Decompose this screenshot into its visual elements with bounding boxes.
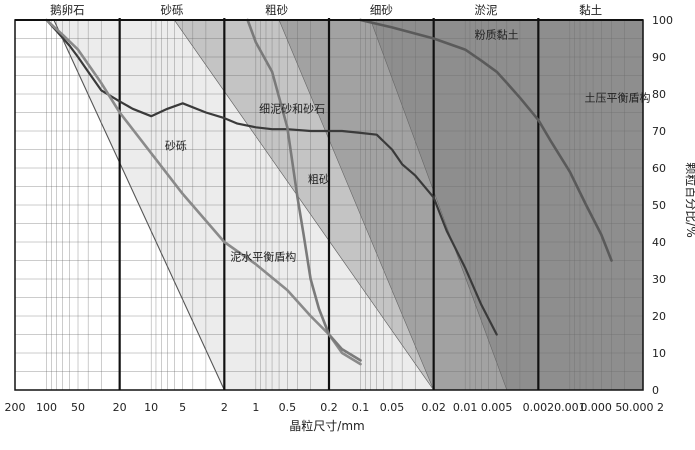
y-tick-label: 40	[652, 236, 666, 249]
x-tick-label: 10	[144, 401, 158, 414]
series-line-4	[359, 18, 613, 262]
category-label: 淤泥	[475, 3, 498, 17]
x-tick-label: 0.01	[453, 401, 478, 414]
x-tick-label: 0.001	[554, 401, 586, 414]
series-line-3	[246, 18, 362, 362]
x-tick-label: 5	[179, 401, 186, 414]
x-tick-label: 0.1	[352, 401, 370, 414]
y-tick-label: 50	[652, 199, 666, 212]
series-line-2	[45, 18, 362, 366]
category-label: 粗砂	[265, 3, 288, 17]
annotation-label: 泥水平衡盾构	[230, 250, 296, 264]
x-tick-label: 0.05	[380, 401, 405, 414]
x-tick-label: 0.000 2	[622, 401, 664, 414]
category-boundaries	[118, 18, 540, 390]
x-tick-label: 1	[252, 401, 259, 414]
x-tick-label: 200	[5, 401, 26, 414]
y-tick-label: 90	[652, 51, 666, 64]
y-tick-label: 30	[652, 273, 666, 286]
x-axis-title: 晶粒尺寸/mm	[289, 418, 364, 433]
category-label: 细砂	[370, 3, 393, 17]
x-tick-label: 0.02	[421, 401, 446, 414]
category-label: 鹅卵石	[50, 3, 85, 17]
annotation-label: 粗砂	[308, 173, 330, 186]
x-tick-label: 0.5	[279, 401, 297, 414]
category-label: 砂砾	[161, 3, 184, 17]
data-series	[45, 18, 613, 366]
x-tick-label: 20	[113, 401, 127, 414]
y-tick-label: 100	[652, 14, 673, 27]
x-tick-label: 0.2	[320, 401, 338, 414]
y-axis-title: 颗粒百分比/%	[684, 162, 695, 237]
annotation-label: 土压平衡盾构	[585, 90, 651, 104]
y-tick-label: 0	[652, 384, 659, 397]
plot-frame	[14, 19, 644, 391]
x-tick-label: 0.002	[523, 401, 555, 414]
x-tick-label: 0.000 5	[580, 401, 622, 414]
x-tick-label: 2	[221, 401, 228, 414]
y-tick-label: 70	[652, 125, 666, 138]
x-tick-label: 50	[71, 401, 85, 414]
y-tick-label: 60	[652, 162, 666, 175]
category-label: 黏土	[579, 3, 602, 17]
annotation-label: 砂砾	[165, 140, 187, 153]
x-tick-label: 100	[36, 401, 57, 414]
y-tick-label: 10	[652, 347, 666, 360]
y-tick-label: 80	[652, 88, 666, 101]
annotation-label: 细泥砂和砂石	[259, 103, 325, 116]
y-tick-label: 20	[652, 310, 666, 323]
series-line-1	[45, 18, 498, 336]
annotation-label: 粉质黏土	[475, 28, 519, 42]
x-tick-label: 0.005	[481, 401, 513, 414]
